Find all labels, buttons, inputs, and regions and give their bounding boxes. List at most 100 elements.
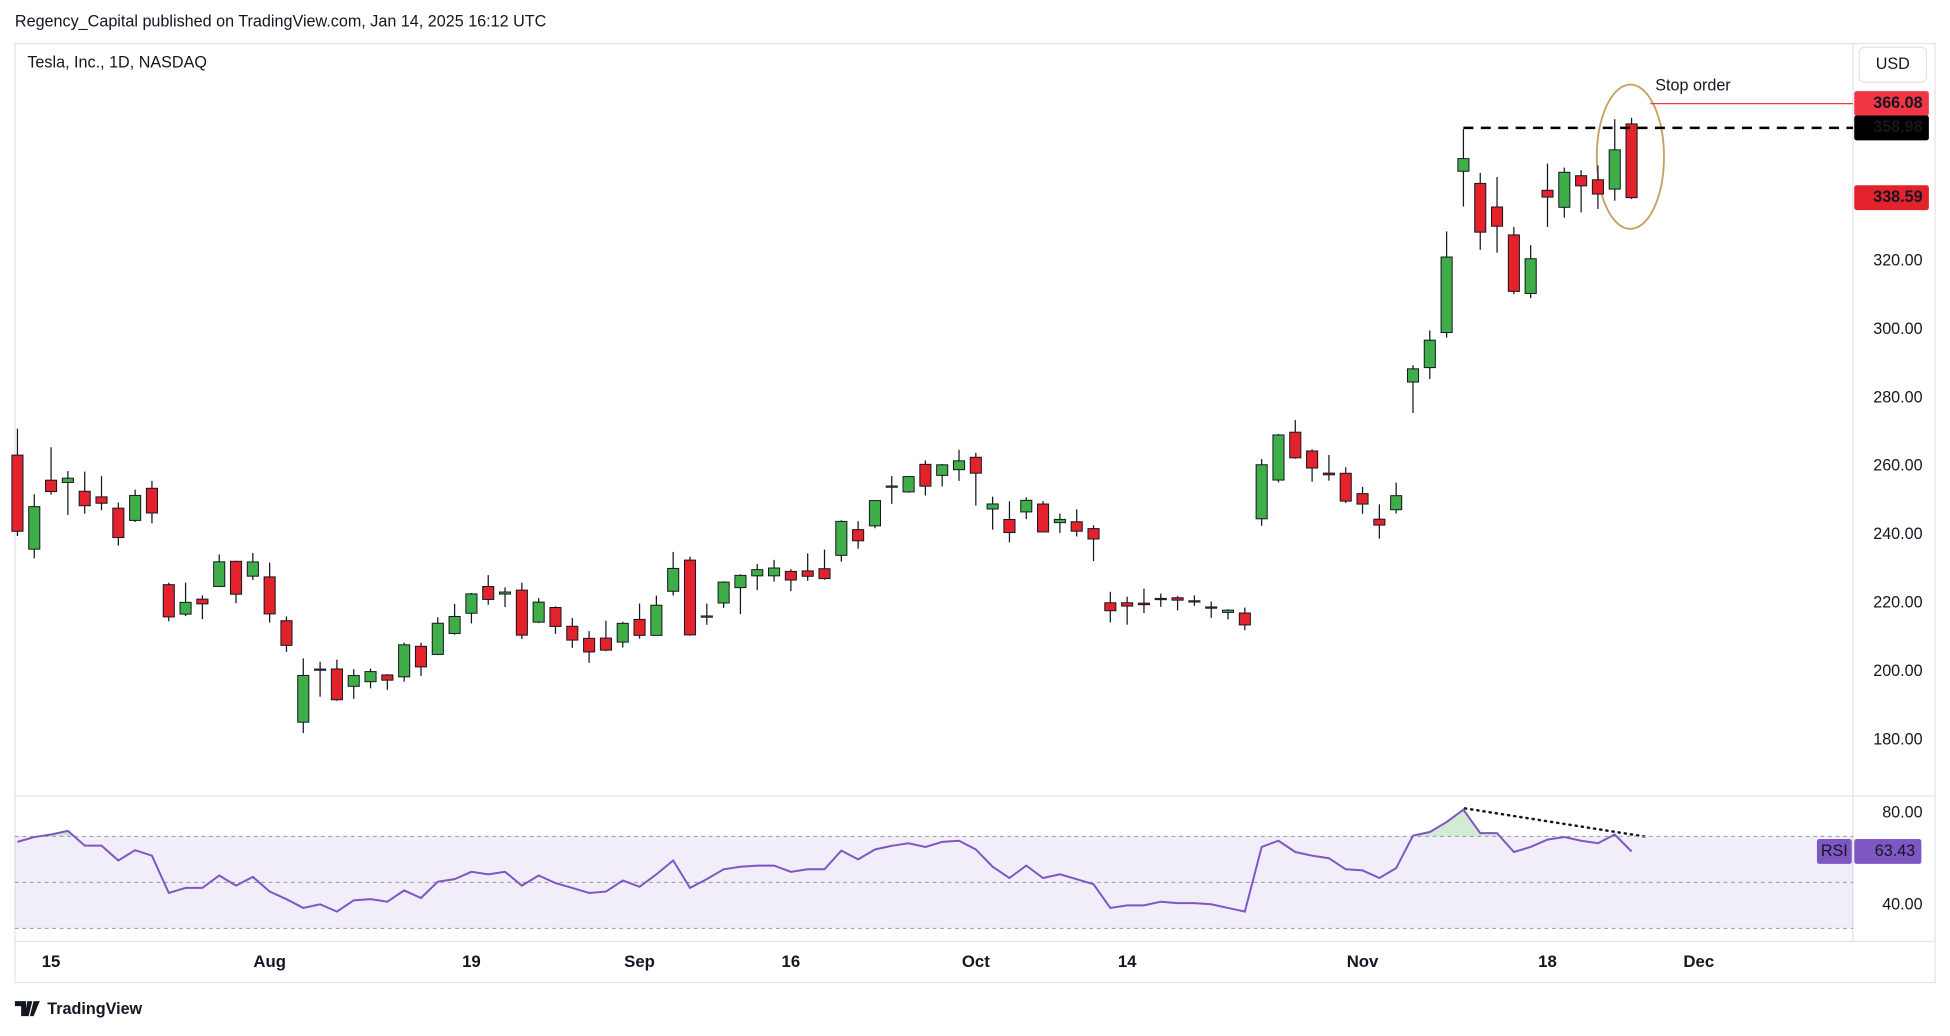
last-price-box xyxy=(1854,185,1929,211)
candles xyxy=(11,117,1638,734)
candle-body xyxy=(969,456,982,474)
candle-body xyxy=(633,618,646,636)
candle-body xyxy=(1440,256,1453,334)
logo-mark xyxy=(14,1001,40,1017)
candle-body xyxy=(347,675,360,687)
candle-body xyxy=(515,589,528,636)
candle-body xyxy=(1289,431,1302,459)
candle-body xyxy=(129,494,142,521)
candle-body xyxy=(1306,450,1319,469)
candle-body xyxy=(650,604,663,636)
candle-body xyxy=(482,586,495,600)
x-tick-label: Dec xyxy=(1683,952,1714,971)
candle-body xyxy=(1238,612,1251,626)
level-label: 366.08 xyxy=(1873,94,1922,112)
candle-body xyxy=(381,674,394,681)
rsi-name-box xyxy=(1816,839,1852,864)
candle-body xyxy=(28,506,41,550)
candle-body xyxy=(616,622,629,643)
candle-body xyxy=(852,529,865,542)
candle-body xyxy=(1541,189,1554,198)
candle-body xyxy=(414,645,428,668)
candle-body xyxy=(1322,472,1335,476)
candle-body xyxy=(1171,597,1184,601)
candle-body xyxy=(498,591,512,595)
candle-body xyxy=(768,567,781,577)
logo: TradingView xyxy=(14,1000,143,1018)
candle-body xyxy=(465,593,478,614)
candle-body xyxy=(1188,600,1201,603)
candle-body xyxy=(952,460,966,471)
y-tick-label: 260.00 xyxy=(1873,457,1922,475)
x-tick-label: 16 xyxy=(782,952,801,971)
candle-body xyxy=(213,561,226,587)
level-label: 358.98 xyxy=(1873,118,1922,136)
candle-body xyxy=(280,620,293,646)
candle-body xyxy=(1087,528,1100,540)
candle-body xyxy=(1104,602,1117,612)
candle-body xyxy=(1524,258,1537,294)
currency-button[interactable] xyxy=(1858,46,1927,83)
candle-body xyxy=(818,568,831,580)
y-tick-label: 280.00 xyxy=(1873,388,1922,406)
candle-body xyxy=(1591,179,1604,195)
rsi-divergence-line xyxy=(1463,807,1650,839)
candle-body xyxy=(532,601,545,623)
candle-body xyxy=(1339,472,1352,502)
candle-body xyxy=(179,601,192,615)
x-tick-label: Sep xyxy=(624,952,655,971)
candle-body xyxy=(364,671,377,683)
rsi-line xyxy=(17,808,1633,913)
candle-body xyxy=(1373,518,1386,526)
candle-body xyxy=(1474,182,1487,233)
rsi-name: RSI xyxy=(1821,842,1848,860)
candle-body xyxy=(61,477,74,483)
level-box xyxy=(1854,91,1929,117)
y-tick-label: 180.00 xyxy=(1873,730,1922,748)
logo-text: TradingView xyxy=(47,1000,142,1018)
rsi-tick-label: 80.00 xyxy=(1882,804,1922,822)
candle-body xyxy=(1272,434,1285,481)
highlight-ellipse xyxy=(1595,83,1665,230)
candle-body xyxy=(196,598,209,605)
candle-body xyxy=(734,574,747,589)
last-price-label: 338.59 xyxy=(1873,188,1922,206)
candle-body xyxy=(1390,495,1403,511)
y-tick-label: 300.00 xyxy=(1873,320,1922,338)
candle-body xyxy=(1070,521,1083,532)
candle-body xyxy=(1406,368,1420,383)
x-tick-label: Nov xyxy=(1347,952,1379,971)
rsi-tick-label: 40.00 xyxy=(1882,896,1922,914)
candle-body xyxy=(1221,609,1235,613)
x-tick-label: Oct xyxy=(962,952,990,971)
candle-body xyxy=(1423,339,1436,369)
candle-body xyxy=(112,507,125,539)
y-tick-label: 240.00 xyxy=(1873,525,1922,543)
level-box xyxy=(1854,115,1929,141)
currency[interactable]: USD xyxy=(1876,55,1910,73)
candle-body xyxy=(398,644,411,678)
candle-body xyxy=(717,581,730,604)
symbol-title: Tesla, Inc., 1D, NASDAQ xyxy=(27,54,207,72)
candle-body xyxy=(549,606,562,627)
candle-body xyxy=(1625,123,1638,199)
x-tick-label: Aug xyxy=(253,952,286,971)
candle-body xyxy=(599,637,612,651)
candle-body xyxy=(919,463,932,487)
rsi-overbought-fill xyxy=(38,809,1617,837)
candle-body xyxy=(1037,503,1050,533)
candle-body xyxy=(835,520,848,556)
rsi-value-box xyxy=(1854,839,1922,864)
x-tick-label: 15 xyxy=(42,952,61,971)
candle-body xyxy=(1356,493,1369,505)
candle-body xyxy=(583,637,596,653)
candle-body xyxy=(330,668,343,701)
candle-body xyxy=(448,615,461,634)
y-tick-label: 200.00 xyxy=(1873,662,1922,680)
candle-body xyxy=(1507,234,1520,292)
candle-body xyxy=(700,615,713,618)
candle-body xyxy=(868,500,881,527)
